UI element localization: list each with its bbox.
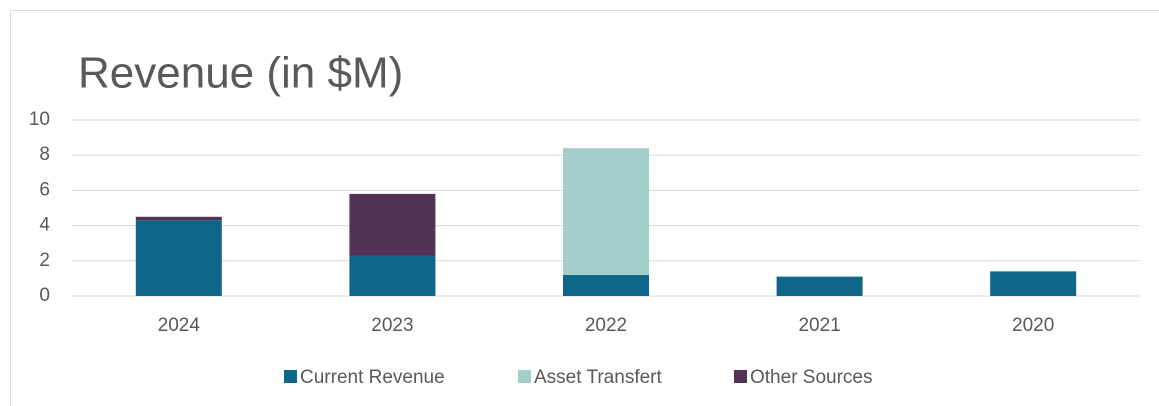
- y-tick-label: 10: [29, 109, 50, 130]
- y-tick-label: 8: [39, 144, 50, 165]
- legend-swatch: [734, 370, 747, 383]
- bar-segment: [563, 148, 649, 275]
- y-tick-label: 6: [39, 179, 50, 200]
- y-tick-label: 2: [39, 250, 50, 271]
- bar-segment: [990, 271, 1077, 296]
- x-tick-label: 2020: [1012, 315, 1054, 336]
- chart-title: Revenue (in $M): [78, 49, 403, 98]
- legend-swatch: [284, 370, 297, 383]
- x-tick-label: 2023: [371, 315, 413, 336]
- chart-border: [10, 10, 1159, 406]
- bar-segment: [349, 193, 436, 256]
- bar-segment: [135, 216, 222, 221]
- legend-label: Asset Transfert: [534, 367, 662, 388]
- bar-segment: [135, 220, 222, 296]
- x-tick-label: 2022: [585, 315, 627, 336]
- bar-segment: [776, 276, 863, 296]
- bar-segment: [349, 255, 436, 296]
- legend-swatch: [518, 370, 531, 383]
- y-tick-label: 0: [39, 285, 50, 306]
- y-tick-label: 4: [39, 215, 50, 236]
- x-tick-label: 2024: [158, 315, 201, 336]
- legend-label: Other Sources: [750, 367, 873, 388]
- bar-segment: [563, 274, 649, 296]
- x-tick-label: 2021: [798, 315, 840, 336]
- legend-label: Current Revenue: [300, 367, 445, 388]
